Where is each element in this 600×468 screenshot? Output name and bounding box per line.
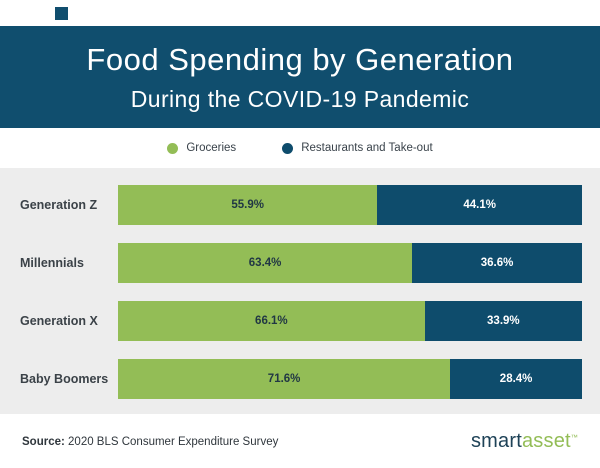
- logo-mark: [55, 7, 68, 20]
- row-label: Millennials: [20, 256, 84, 270]
- page-subtitle: During the COVID-19 Pandemic: [130, 85, 470, 112]
- legend-item-restaurants: Restaurants and Take-out: [282, 142, 433, 154]
- bar: 63.4% 36.6%: [118, 243, 582, 283]
- smartasset-logo: smartasset™: [471, 430, 578, 453]
- logo-trademark: ™: [570, 434, 578, 442]
- chart-row: Generation Z 55.9% 44.1%: [0, 185, 582, 225]
- legend-label-groceries: Groceries: [186, 142, 237, 154]
- bar-chart: Generation Z 55.9% 44.1% Millennials 63.…: [0, 168, 600, 414]
- bar: 66.1% 33.9%: [118, 301, 582, 341]
- source-label: Source:: [22, 435, 65, 448]
- source-text: 2020 BLS Consumer Expenditure Survey: [64, 435, 279, 448]
- bar-value-groceries: 63.4%: [248, 257, 282, 269]
- logo-text-asset: asset: [521, 430, 571, 452]
- bar-value-restaurants: 28.4%: [499, 373, 533, 385]
- page-title: Food Spending by Generation: [86, 41, 514, 77]
- bar-value-restaurants: 33.9%: [487, 315, 520, 327]
- header: Food Spending by Generation During the C…: [0, 26, 600, 128]
- bar-value-groceries: 71.6%: [267, 373, 301, 385]
- groceries-legend-dot-icon: [167, 142, 179, 154]
- bar-value-groceries: 55.9%: [231, 199, 264, 211]
- bar-value-restaurants: 36.6%: [480, 257, 514, 269]
- bar-value-restaurants: 44.1%: [463, 199, 496, 211]
- top-strip: [0, 0, 600, 26]
- bar-segment-restaurants: 28.4%: [450, 359, 582, 399]
- bar: 71.6% 28.4%: [118, 359, 582, 399]
- legend-item-groceries: Groceries: [167, 142, 236, 154]
- legend: Groceries Restaurants and Take-out: [0, 128, 600, 168]
- bar: 55.9% 44.1%: [118, 185, 582, 225]
- restaurants-legend-dot-icon: [282, 142, 294, 154]
- bar-segment-restaurants: 44.1%: [377, 185, 582, 225]
- bar-segment-groceries: 66.1%: [118, 301, 425, 341]
- chart-row: Baby Boomers 71.6% 28.4%: [0, 359, 582, 399]
- bar-segment-groceries: 55.9%: [118, 185, 378, 225]
- row-label: Baby Boomers: [20, 372, 109, 386]
- row-label: Generation Z: [20, 198, 98, 212]
- bar-segment-restaurants: 33.9%: [424, 301, 582, 341]
- row-label: Generation X: [20, 314, 98, 328]
- chart-row: Generation X 66.1% 33.9%: [0, 301, 582, 341]
- legend-label-restaurants: Restaurants and Take-out: [301, 142, 433, 154]
- chart-row: Millennials 63.4% 36.6%: [0, 243, 582, 283]
- bar-value-groceries: 66.1%: [255, 315, 288, 327]
- footer: Source: 2020 BLS Consumer Expenditure Su…: [0, 414, 600, 468]
- bar-segment-groceries: 63.4%: [118, 243, 413, 283]
- source-note: Source: 2020 BLS Consumer Expenditure Su…: [22, 436, 278, 448]
- bar-segment-restaurants: 36.6%: [412, 243, 582, 283]
- logo-text-smart: smart: [470, 430, 522, 452]
- bar-segment-groceries: 71.6%: [118, 359, 451, 399]
